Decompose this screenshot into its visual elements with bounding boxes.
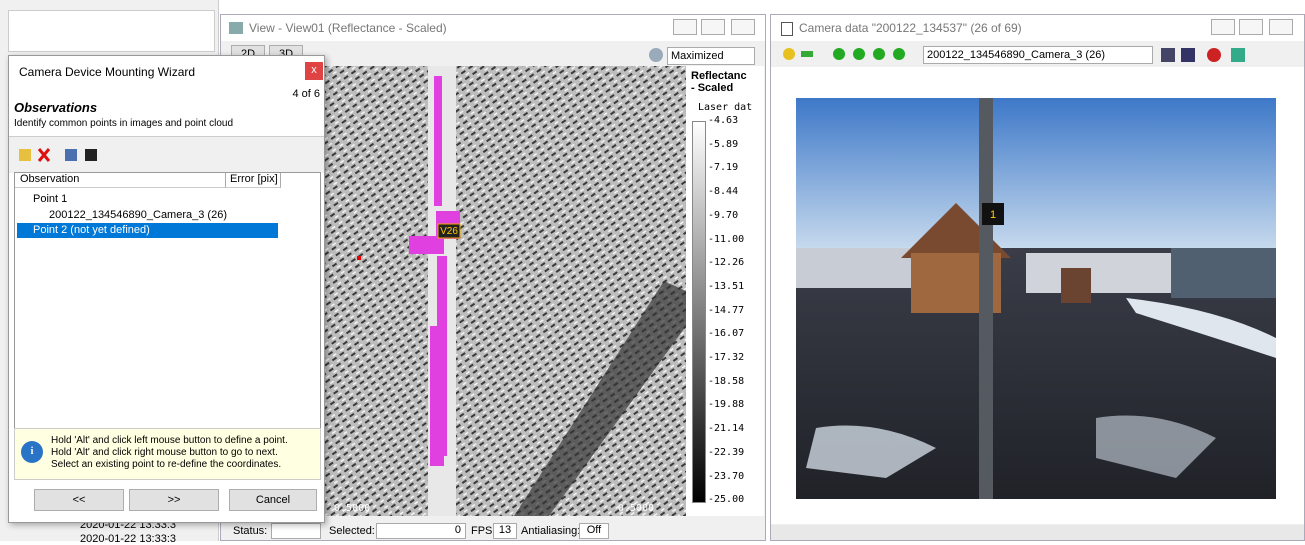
window-icon [781, 22, 793, 36]
scale-label: -18.58 [708, 376, 744, 387]
toolbar [9, 136, 324, 173]
status-field [271, 523, 321, 539]
next-button[interactable]: >> [129, 489, 219, 511]
legend-panel: Reflectanc - Scaled Laser dat -4.63 -5.89… [686, 66, 764, 516]
minimize-button[interactable] [673, 19, 697, 35]
scale-label: -16.07 [708, 328, 744, 339]
icon[interactable] [1161, 48, 1175, 62]
new-icon[interactable] [19, 149, 31, 161]
scale-label: -25.00 [708, 494, 744, 505]
timestamp: 2020-01-22 13:33:3 [80, 533, 176, 545]
horizontal-scrollbar[interactable] [771, 525, 1304, 540]
fps-field: 13 [493, 523, 517, 539]
tree-item[interactable]: 200122_134546890_Camera_3 (26) [49, 209, 227, 221]
scale-label: -9.70 [708, 210, 738, 221]
layout-dropdown[interactable]: Maximized [667, 47, 755, 65]
tree-item-selected[interactable]: Point 2 (not yet defined) [17, 223, 278, 238]
wizard-title: Camera Device Mounting Wizard [19, 65, 195, 79]
window-title: Camera data "200122_134537" (26 of 69) [799, 21, 1022, 35]
icon[interactable] [1231, 48, 1245, 62]
wizard-dialog: Camera Device Mounting Wizard x 4 of 6 O… [8, 55, 325, 523]
image-dropdown[interactable]: 200122_134546890_Camera_3 (26) [923, 46, 1153, 64]
maximize-button[interactable] [701, 19, 725, 35]
icon[interactable] [801, 51, 813, 57]
toolbar-icons [9, 137, 119, 167]
point-cloud-texture [324, 66, 686, 516]
cancel-button[interactable]: Cancel [229, 489, 317, 511]
scale-label: -12.26 [708, 257, 744, 268]
window-title: View - View01 (Reflectance - Scaled) [249, 21, 447, 35]
toolbar-icons-right [1159, 46, 1259, 64]
panel-header [8, 10, 215, 52]
camera-window: Camera data "200122_134537" (26 of 69) 2… [770, 14, 1305, 541]
scale-label: -8.44 [708, 186, 738, 197]
info-text: Hold 'Alt' and click right mouse button … [51, 447, 278, 458]
column-header: Observation [15, 173, 226, 188]
legend-title: Reflectanc [691, 70, 747, 82]
info-text: Select an existing point to re-define th… [51, 459, 281, 470]
fps-label: FPS: [471, 525, 495, 537]
scale-label: -21.14 [708, 423, 744, 434]
scale-label: -5.89 [708, 139, 738, 150]
step-indicator: 4 of 6 [292, 88, 320, 100]
title-bar: Camera data "200122_134537" (26 of 69) [771, 15, 1304, 41]
scale-label: -19.88 [708, 399, 744, 410]
close-button[interactable]: x [305, 62, 323, 80]
tree-item[interactable]: Point 1 [33, 193, 67, 205]
icon[interactable] [1207, 48, 1221, 62]
info-icon: i [21, 441, 43, 463]
save-icon[interactable] [85, 149, 97, 161]
scale-label: -14.77 [708, 305, 744, 316]
info-text: Hold 'Alt' and click left mouse button t… [51, 435, 288, 446]
icon[interactable] [833, 48, 845, 60]
observation-list: Observation Error [pix] Point 1 200122_1… [14, 172, 321, 429]
scale-label: -13.51 [708, 281, 744, 292]
legend-title: - Scaled [691, 82, 733, 94]
column-header: Error [pix] [226, 173, 281, 188]
point-marker: V26 [440, 226, 458, 237]
window-icon [229, 22, 243, 34]
axis-label: -0.5000 [328, 503, 370, 514]
close-button[interactable] [731, 19, 755, 35]
close-button[interactable] [1269, 19, 1293, 35]
icon[interactable] [893, 48, 905, 60]
minimize-button[interactable] [1211, 19, 1235, 35]
point-cloud-view: V26 -0.5000 0.5000 [324, 66, 686, 516]
camera-image: 1 [796, 98, 1276, 499]
scale-label: -17.32 [708, 352, 744, 363]
scale-label: -7.19 [708, 162, 738, 173]
icon[interactable] [783, 48, 795, 60]
antialiasing-label: Antialiasing: [521, 525, 580, 537]
maximize-button[interactable] [1239, 19, 1263, 35]
subheading: Identify common points in images and poi… [14, 118, 233, 129]
legend-subtitle: Laser dat [698, 102, 752, 113]
scale-label: -22.39 [708, 447, 744, 458]
info-box: i Hold 'Alt' and click left mouse button… [14, 428, 321, 480]
antialiasing-field: Off [579, 523, 609, 539]
status-bar: Status: Selected: 0 FPS: 13 Antialiasing… [221, 521, 765, 541]
color-scale [692, 121, 706, 503]
icon[interactable] [873, 48, 885, 60]
point-marker: 1 [990, 209, 996, 221]
toolbar-icons [781, 45, 921, 63]
selected-label: Selected: [329, 525, 375, 537]
screen: {"background": {"timestamps": ["2020-01-… [0, 0, 1305, 541]
axis-label: 0.5000 [618, 503, 654, 514]
selected-field: 0 [376, 523, 466, 539]
back-button[interactable]: << [34, 489, 124, 511]
scale-label: -11.00 [708, 234, 744, 245]
view-icon[interactable] [649, 48, 663, 62]
icon[interactable] [853, 48, 865, 60]
import-icon[interactable] [65, 149, 77, 161]
icon[interactable] [1181, 48, 1195, 62]
status-label: Status: [233, 525, 267, 537]
scale-label: -23.70 [708, 471, 744, 482]
heading: Observations [14, 100, 97, 115]
scale-label: -4.63 [708, 115, 738, 126]
title-bar: View - View01 (Reflectance - Scaled) [221, 15, 765, 41]
delete-icon[interactable] [39, 149, 49, 161]
